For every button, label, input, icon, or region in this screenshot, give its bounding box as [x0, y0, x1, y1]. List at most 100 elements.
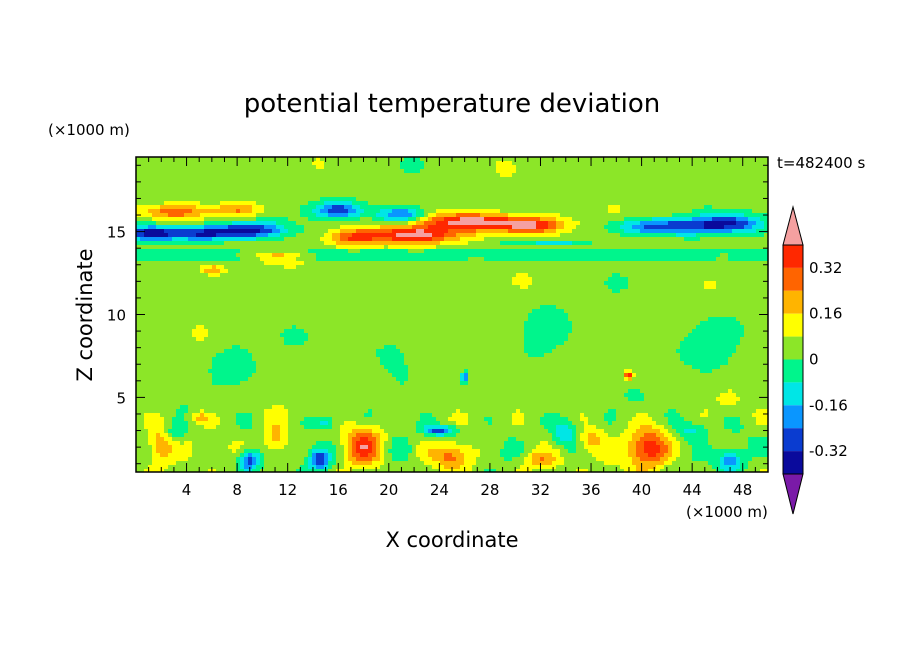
field-cell [540, 233, 545, 238]
field-cell [356, 193, 361, 198]
field-cell [268, 213, 273, 218]
field-cell [340, 161, 345, 166]
field-cell [632, 277, 637, 282]
field-cell [728, 185, 733, 190]
field-cell [460, 197, 465, 202]
field-cell [488, 281, 493, 286]
field-cell [500, 189, 505, 194]
field-cell [292, 189, 297, 194]
field-cell [540, 197, 545, 202]
field-cell [344, 233, 349, 238]
field-cell [744, 229, 749, 234]
field-cell [548, 245, 553, 250]
field-cell [568, 181, 573, 186]
field-cell [248, 213, 253, 218]
field-cell [212, 245, 217, 250]
field-cell [620, 193, 625, 198]
field-cell [608, 277, 613, 282]
field-cell [672, 193, 677, 198]
field-cell [376, 177, 381, 182]
field-cell [676, 201, 681, 206]
field-cell [200, 205, 205, 210]
field-cell [608, 245, 613, 250]
field-cell [424, 205, 429, 210]
field-cell [268, 185, 273, 190]
field-cell [304, 277, 309, 282]
field-cell [420, 241, 425, 246]
field-cell [444, 197, 449, 202]
field-cell [424, 237, 429, 242]
field-cell [644, 205, 649, 210]
field-cell [204, 225, 209, 230]
field-cell [296, 181, 301, 186]
field-cell [344, 257, 349, 262]
field-cell [728, 257, 733, 262]
field-cell [564, 181, 569, 186]
field-cell [452, 209, 457, 214]
field-cell [484, 189, 489, 194]
field-cell [472, 225, 477, 230]
field-cell [612, 257, 617, 262]
field-cell [688, 253, 693, 258]
field-cell [612, 241, 617, 246]
field-cell [588, 177, 593, 182]
field-cell [372, 269, 377, 274]
field-cell [628, 205, 633, 210]
field-cell [220, 221, 225, 226]
field-cell [316, 205, 321, 210]
field-cell [664, 241, 669, 246]
field-cell [444, 281, 449, 286]
field-cell [716, 273, 721, 278]
field-cell [752, 157, 757, 162]
field-cell [156, 193, 161, 198]
field-cell [392, 173, 397, 178]
field-cell [396, 229, 401, 234]
field-cell [656, 229, 661, 234]
field-cell [748, 237, 753, 242]
field-cell [380, 209, 385, 214]
field-cell [560, 185, 565, 190]
field-cell [168, 277, 173, 282]
field-cell [232, 173, 237, 178]
field-cell [172, 265, 177, 270]
field-cell [364, 197, 369, 202]
field-cell [720, 241, 725, 246]
field-cell [564, 217, 569, 222]
field-cell [504, 221, 509, 226]
field-cell [296, 229, 301, 234]
field-cell [488, 261, 493, 266]
field-cell [568, 213, 573, 218]
field-cell [392, 257, 397, 262]
field-cell [736, 265, 741, 270]
field-cell [364, 265, 369, 270]
field-cell [152, 273, 157, 278]
field-cell [676, 277, 681, 282]
field-cell [648, 261, 653, 266]
field-cell [612, 193, 617, 198]
field-cell [344, 265, 349, 270]
field-cell [176, 237, 181, 242]
field-cell [604, 241, 609, 246]
field-cell [436, 197, 441, 202]
field-cell [640, 165, 645, 170]
field-cell [188, 205, 193, 210]
field-cell [236, 257, 241, 262]
field-cell [716, 157, 721, 162]
field-cell [452, 241, 457, 246]
field-cell [156, 173, 161, 178]
field-cell [584, 181, 589, 186]
field-cell [612, 161, 617, 166]
field-cell [280, 181, 285, 186]
field-cell [356, 237, 361, 242]
field-cell [340, 253, 345, 258]
field-cell [200, 261, 205, 266]
field-cell [720, 237, 725, 242]
field-cell [260, 221, 265, 226]
field-cell [672, 165, 677, 170]
field-cell [468, 209, 473, 214]
field-cell [380, 181, 385, 186]
field-cell [668, 229, 673, 234]
field-cell [488, 169, 493, 174]
field-cell [244, 249, 249, 254]
field-cell [180, 261, 185, 266]
